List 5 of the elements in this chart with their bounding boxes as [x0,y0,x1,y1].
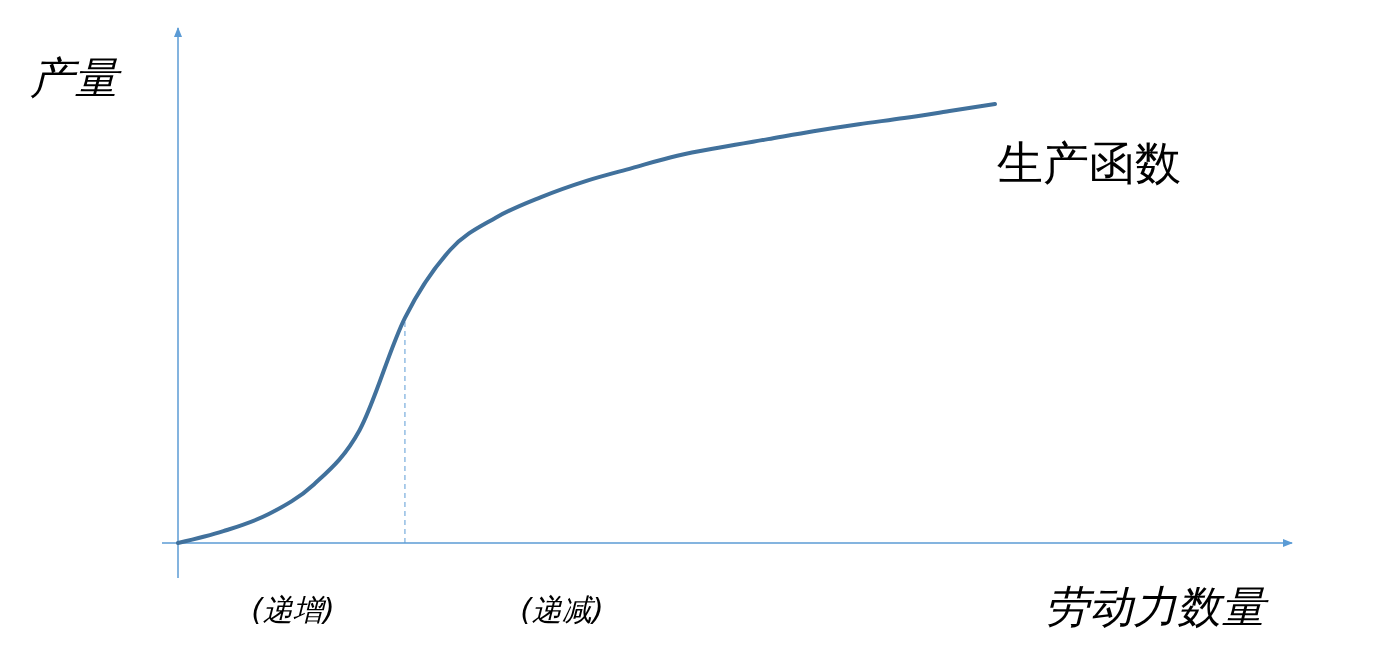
text: (递减) [520,592,604,627]
series-label: 生产函数 [997,136,1181,190]
y-axis-title: 产量 [30,52,122,103]
x-axis-title: 劳动力数量 [1045,581,1269,632]
text: (递增) [251,592,335,627]
